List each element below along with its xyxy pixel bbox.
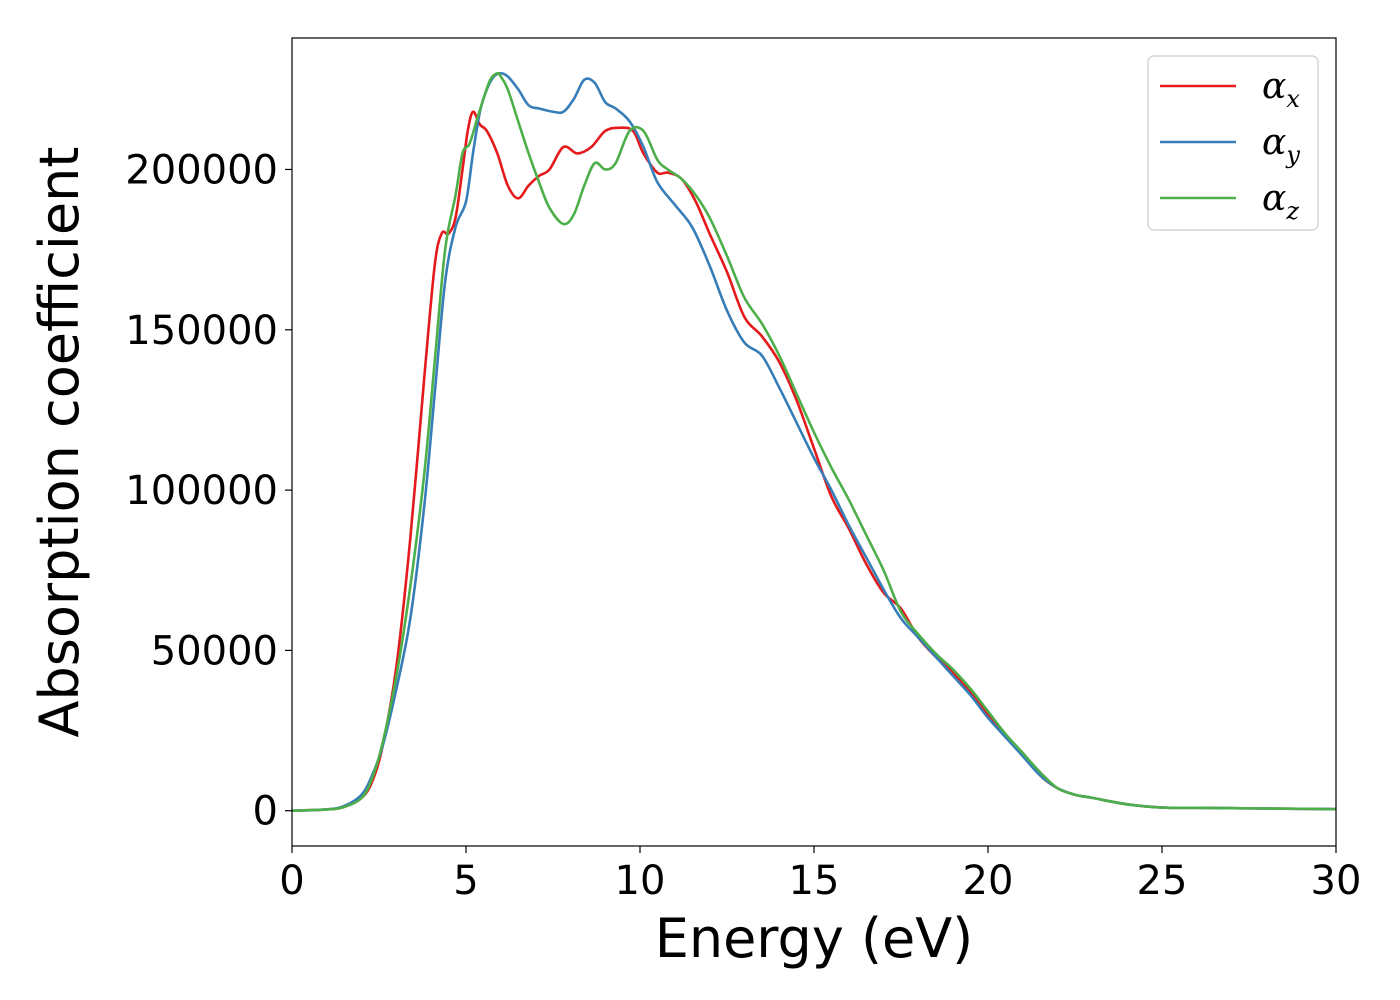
y-axis-title: Absorption coefficient bbox=[28, 147, 91, 738]
y-tick-label: 100000 bbox=[125, 468, 278, 514]
y-tick-label: 200000 bbox=[125, 147, 278, 193]
y-tick-label: 0 bbox=[253, 789, 278, 835]
legend-label-z: αz bbox=[1262, 178, 1299, 225]
x-tick-label: 25 bbox=[1137, 858, 1188, 904]
legend-label-x: αx bbox=[1262, 66, 1300, 113]
series-line-z bbox=[292, 71, 1336, 813]
series-layer bbox=[292, 71, 1336, 813]
y-tick-label: 150000 bbox=[125, 308, 278, 354]
x-axis-ticks: 0 5 10 15 20 25 30 bbox=[279, 846, 1361, 904]
legend-label-y: αy bbox=[1262, 122, 1300, 169]
x-tick-label: 30 bbox=[1311, 858, 1362, 904]
series-line-y bbox=[292, 71, 1336, 813]
x-tick-label: 10 bbox=[615, 858, 666, 904]
x-tick-label: 0 bbox=[279, 858, 304, 904]
legend: αx αy αz bbox=[1147, 55, 1319, 231]
x-axis-title: Energy (eV) bbox=[655, 907, 974, 970]
x-tick-label: 5 bbox=[453, 858, 478, 904]
y-axis-ticks: 0 50000 100000 150000 200000 bbox=[125, 147, 292, 835]
y-tick-label: 50000 bbox=[151, 628, 278, 674]
x-tick-label: 15 bbox=[789, 858, 840, 904]
x-tick-label: 20 bbox=[963, 858, 1014, 904]
